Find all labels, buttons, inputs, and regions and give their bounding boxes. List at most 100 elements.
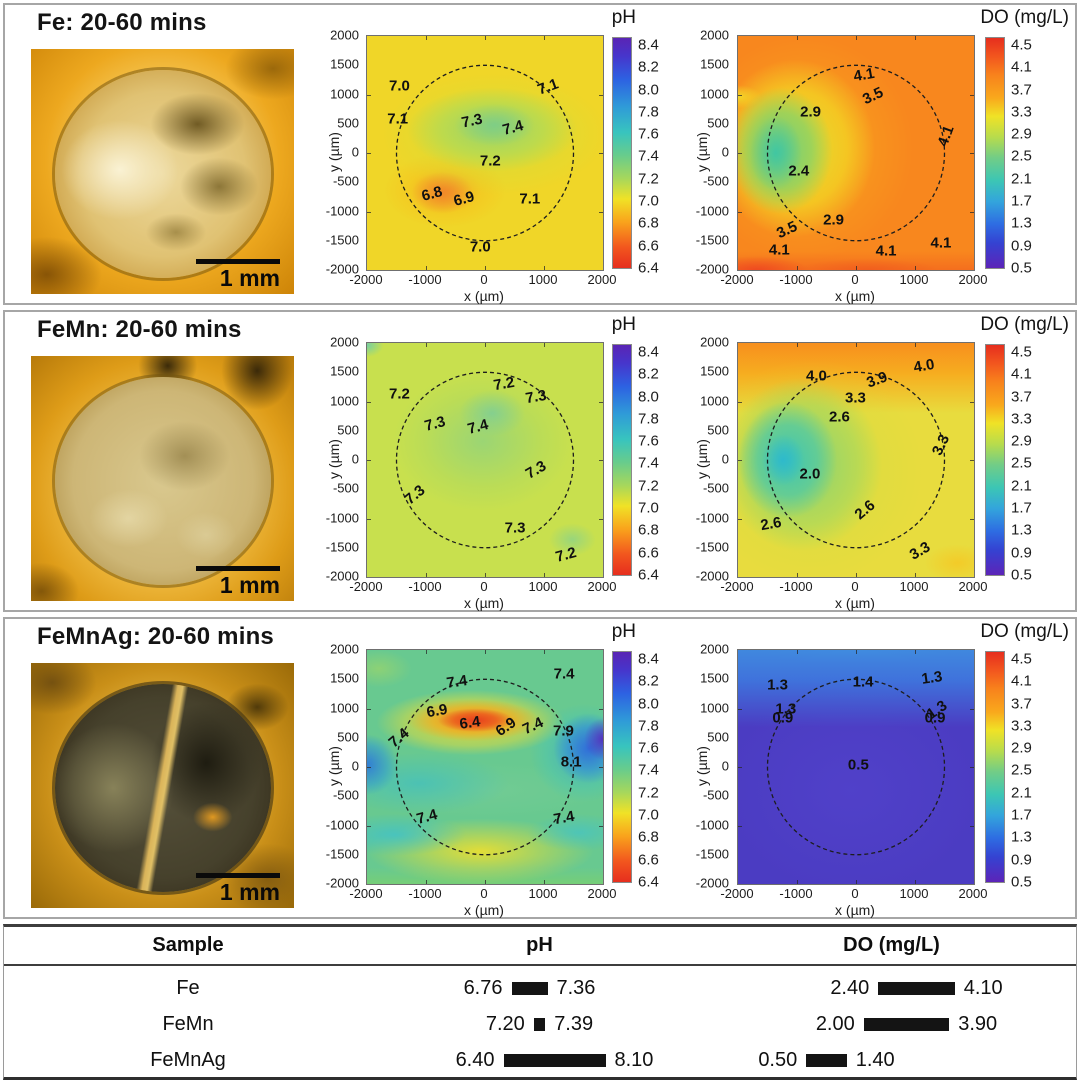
tick-mark <box>485 266 486 270</box>
tick-mark <box>367 825 371 827</box>
y-tick-label: 1500 <box>330 363 359 379</box>
tick-mark <box>970 211 974 213</box>
tick-mark <box>485 343 486 347</box>
x-tick-label: -1000 <box>779 272 813 287</box>
colorbar-tick-label: 8.0 <box>638 695 659 713</box>
range-bar <box>806 1053 847 1067</box>
x-tick-label: 0 <box>480 579 488 594</box>
y-tick-label: 1000 <box>330 86 359 101</box>
femn-do-heatmap <box>738 343 974 577</box>
table-row: FeMnAg 6.40 8.10 0.50 1.40 <box>4 1042 1076 1078</box>
x-axis-ticks: -2000 -1000 0 1000 2000 <box>349 579 616 594</box>
tick-mark <box>797 650 798 654</box>
ph-value-label: 6.9 <box>425 701 449 722</box>
y-tick-label: 500 <box>707 115 729 131</box>
tick-mark <box>426 36 427 40</box>
colorbar-title: pH <box>611 314 636 335</box>
y-tick-label: 1000 <box>330 700 359 715</box>
colorbar <box>985 651 1005 883</box>
colorbar <box>612 651 632 883</box>
fe-do-heatmap <box>738 36 974 270</box>
colorbar-tick-label: 3.7 <box>1011 695 1032 713</box>
colorbar <box>985 37 1005 269</box>
table-cell-do-range: 0.50 1.40 <box>642 1049 1011 1072</box>
x-tick-label: -2000 <box>720 579 754 594</box>
colorbar-tick-label: 1.7 <box>1011 806 1032 824</box>
table-cell-ph-range: 6.40 8.10 <box>387 1049 722 1072</box>
colorbar-tick-labels: 4.5 4.1 3.7 3.3 2.9 2.5 2.1 1.7 1.3 0.9 0.5 <box>1011 37 1053 277</box>
tick-mark <box>738 518 742 520</box>
colorbar-tick-label: 7.8 <box>638 410 659 428</box>
x-axis-label: x (µm) <box>464 595 504 611</box>
y-tick-label: -1500 <box>695 846 729 862</box>
tick-mark <box>599 767 603 768</box>
do-value-label: 4.0 <box>806 367 827 385</box>
y-axis-ticks: 2000 1500 1000 500 0 -500 -1000 -1500 -2000 <box>321 28 363 277</box>
colorbar-tick-label: 8.0 <box>638 388 659 406</box>
ph-value-label: 7.2 <box>479 152 501 170</box>
colorbar-title: DO (mg/L) <box>980 7 1069 28</box>
y-tick-label: 0 <box>721 758 729 774</box>
y-tick-label: 0 <box>351 144 359 160</box>
colorbar-tick-label: 0.5 <box>1011 873 1032 891</box>
colorbar-tick-label: 2.1 <box>1011 477 1032 495</box>
ph-value-label: 7.0 <box>389 77 410 95</box>
do-value-label: 1.3 <box>767 676 788 694</box>
scale-bar-line <box>196 566 280 571</box>
ph-value-label: 7.2 <box>389 385 410 403</box>
table-cell-ph-range: 7.20 7.39 <box>372 1013 707 1036</box>
do-value-label: 4.1 <box>930 234 952 252</box>
colorbar-tick-label: 0.5 <box>1011 259 1032 277</box>
y-tick-label: -1000 <box>325 510 359 525</box>
range-min: 6.40 <box>455 1048 495 1071</box>
fe-ph-plot: 7.0 7.1 7.1 7.3 7.4 7.2 6.8 6.9 7.1 7.0 <box>366 35 604 271</box>
tick-mark <box>367 401 371 403</box>
tick-mark <box>856 36 857 40</box>
tick-mark <box>426 650 427 654</box>
y-tick-label: 1500 <box>700 670 729 686</box>
scale-bar-label: 1 mm <box>219 265 280 291</box>
table-cell-sample: FeMnAg <box>150 1048 226 1071</box>
colorbar-tick-label: 6.6 <box>638 544 659 562</box>
y-tick-label: 1000 <box>330 393 359 408</box>
colorbar-tick-label: 2.5 <box>1011 761 1032 779</box>
scale-bar: 1 mm <box>196 259 280 290</box>
x-tick-label: -1000 <box>408 579 442 594</box>
colorbar-tick-label: 0.9 <box>1011 237 1032 255</box>
range-bar <box>503 1053 606 1067</box>
x-tick-label: 0 <box>851 886 859 901</box>
x-axis-ticks: -2000 -1000 0 1000 2000 <box>349 886 616 901</box>
y-tick-label: -500 <box>702 173 729 189</box>
tick-mark <box>856 573 857 577</box>
x-tick-label: 0 <box>851 272 859 287</box>
x-tick-label: 1000 <box>528 886 558 901</box>
colorbar-tick-label: 7.0 <box>638 499 659 517</box>
range-bar <box>863 1017 950 1031</box>
x-tick-label: -2000 <box>720 886 754 901</box>
colorbar-tick-label: 7.4 <box>638 761 659 779</box>
range-min: 0.50 <box>758 1048 798 1071</box>
colorbar-tick-label: 3.3 <box>1011 717 1032 735</box>
femnag-do-panel: DO (mg/L) y (µm) 1.3 1.4 1.3 1.3 0.9 1.3 0.9 0.5 2… <box>660 619 1079 918</box>
y-tick-label: -500 <box>702 480 729 496</box>
colorbar-tick-label: 2.9 <box>1011 739 1032 757</box>
ph-value-label: 7.3 <box>524 387 549 408</box>
tick-mark <box>367 708 371 710</box>
colorbar-tick-label: 8.0 <box>638 81 659 99</box>
ph-value-label: 7.4 <box>445 672 469 693</box>
y-tick-label: 1500 <box>700 56 729 72</box>
x-tick-label: 1000 <box>899 886 929 901</box>
x-axis-label: x (µm) <box>835 595 875 611</box>
y-tick-label: 2000 <box>330 27 359 43</box>
ph-value-label: 7.3 <box>504 519 526 537</box>
y-tick-label: -1000 <box>695 203 729 218</box>
fe-do-panel: DO (mg/L) y (µm) 4.1 3.5 2.9 4.1 2.4 2.9 3.5 4.1 4… <box>660 5 1079 304</box>
sample-row-femnag: FeMnAg: 20-60 mins 1 mm pH y (µm) 7.4 7.4 6.9 6… <box>3 617 1077 919</box>
colorbar-tick-label: 7.6 <box>638 739 659 757</box>
y-tick-label: -1000 <box>695 817 729 832</box>
tick-mark <box>856 266 857 270</box>
tick-mark <box>599 94 603 96</box>
y-tick-label: 2000 <box>700 27 729 43</box>
do-value-label: 0.9 <box>772 709 794 727</box>
sample-row-femn: FeMn: 20-60 mins 1 mm pH y (µm) 7.2 7.2 7.3 7.3… <box>3 310 1077 612</box>
